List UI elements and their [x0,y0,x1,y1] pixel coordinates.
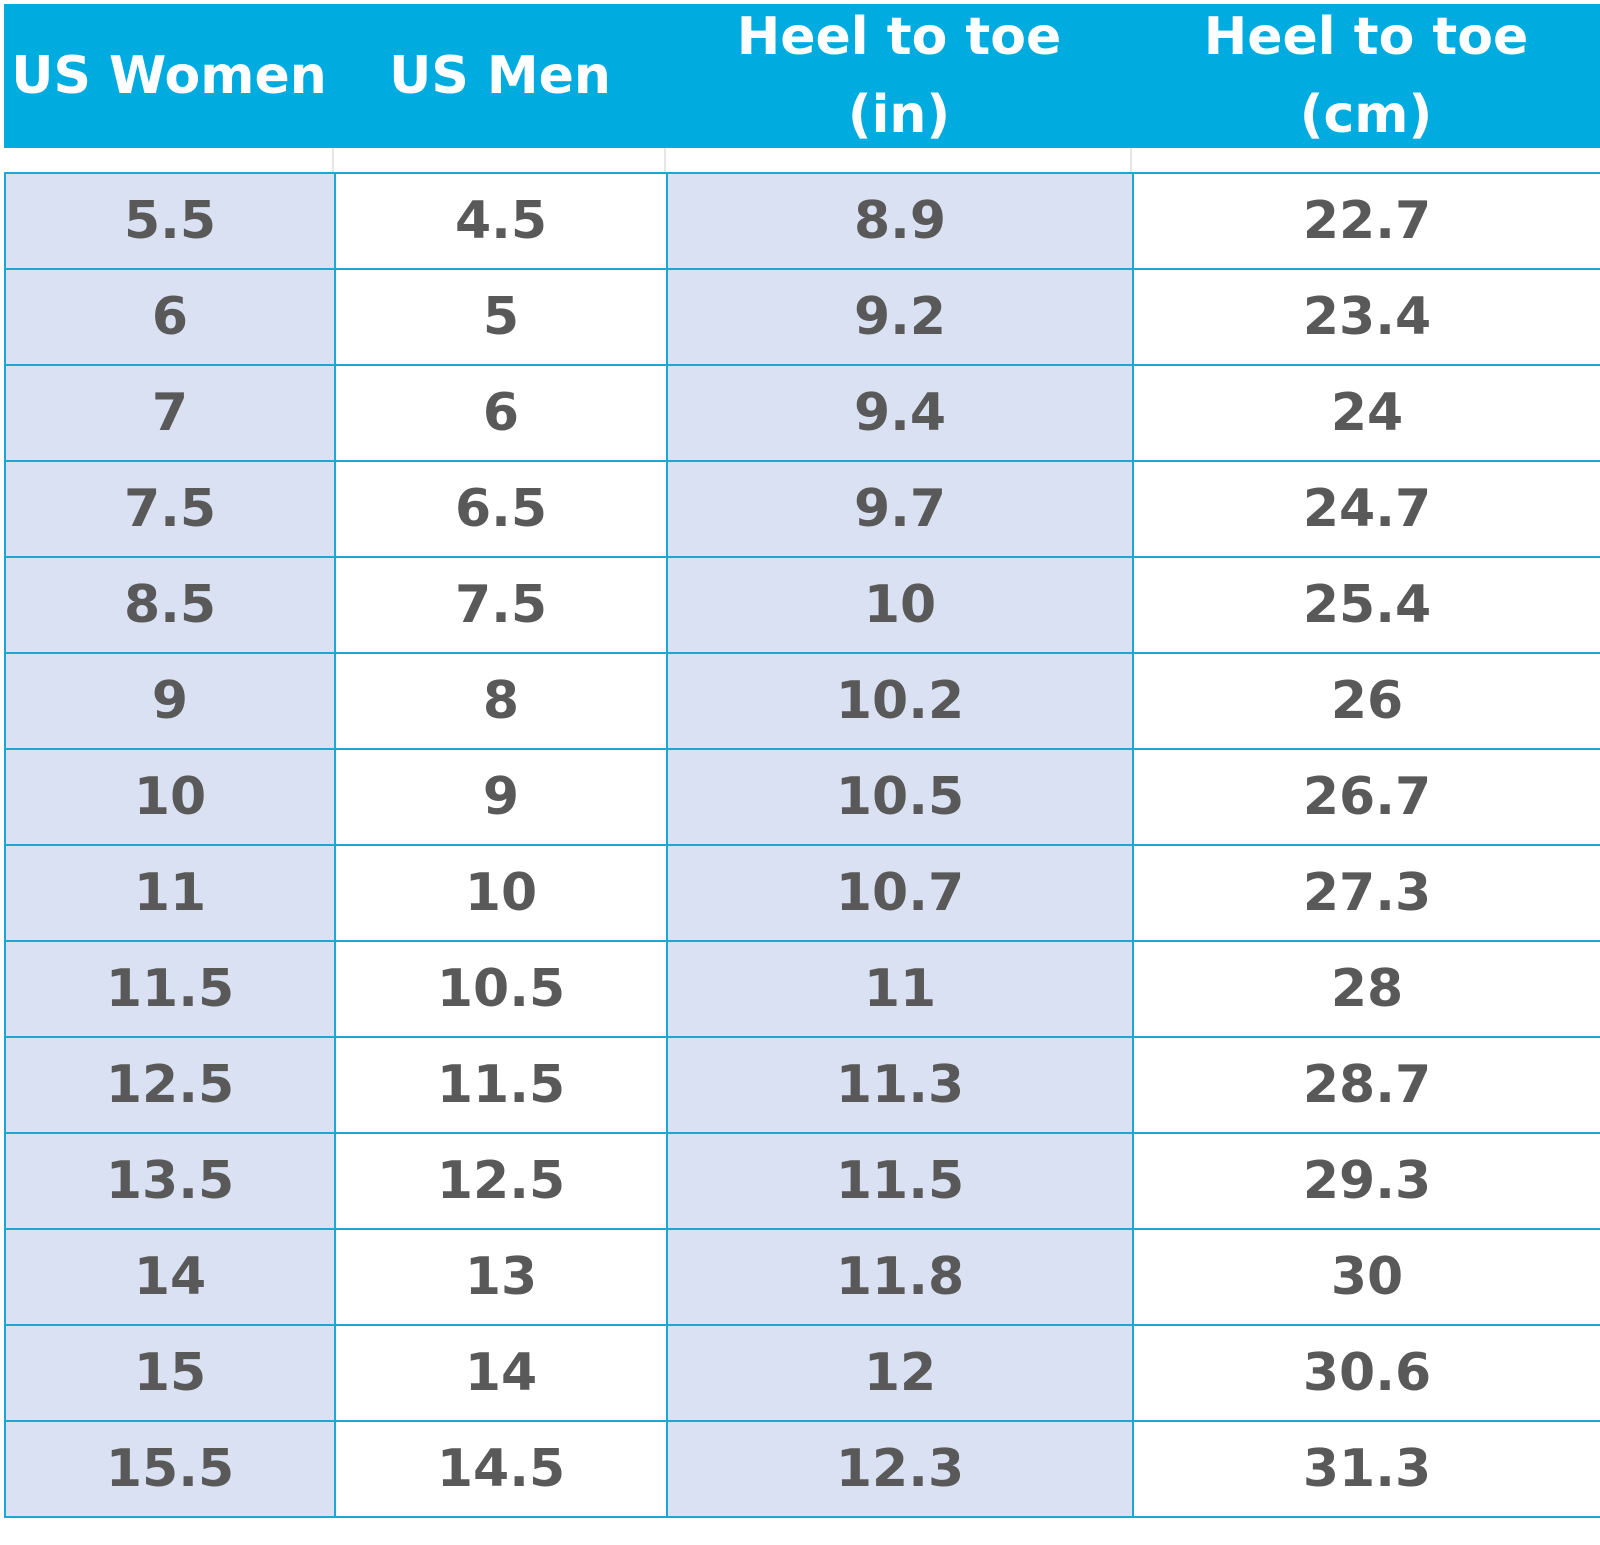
cell-heel-to-toe-cm: 24 [1132,364,1600,462]
cell-heel-to-toe-in: 12 [666,1324,1134,1422]
table-row: 15 14 12 30.6 [4,1324,1600,1422]
cell-heel-to-toe-cm: 23.4 [1132,268,1600,366]
cell-us-women: 9 [4,652,336,750]
size-table-body: 5.5 4.5 8.9 22.7 6 5 9.2 23.4 7 6 9.4 24 7.5 6.5 9.7 24… [4,172,1600,1518]
spacer-cell [1132,148,1600,172]
spacer-cell [334,148,666,172]
header-us-men: US Men [389,46,611,106]
table-row: 7.5 6.5 9.7 24.7 [4,460,1600,558]
cell-us-women: 7 [4,364,336,462]
cell-heel-to-toe-cm: 24.7 [1132,460,1600,558]
cell-heel-to-toe-cm: 30 [1132,1228,1600,1326]
table-row: 9 8 10.2 26 [4,652,1600,750]
cell-heel-to-toe-in: 10.2 [666,652,1134,750]
cell-us-women: 13.5 [4,1132,336,1230]
header-heel-to-toe-in: Heel to toe (in) [736,7,1062,145]
cell-heel-to-toe-cm: 27.3 [1132,844,1600,942]
cell-us-women: 14 [4,1228,336,1326]
cell-us-men: 12.5 [334,1132,668,1230]
cell-heel-to-toe-in: 9.4 [666,364,1134,462]
cell-heel-to-toe-cm: 22.7 [1132,172,1600,270]
table-row: 7 6 9.4 24 [4,364,1600,462]
cell-us-men: 8 [334,652,668,750]
table-row: 11.5 10.5 11 28 [4,940,1600,1038]
cell-heel-to-toe-cm: 30.6 [1132,1324,1600,1422]
cell-us-men: 6.5 [334,460,668,558]
table-row: 5.5 4.5 8.9 22.7 [4,172,1600,270]
cell-us-women: 10 [4,748,336,846]
cell-heel-to-toe-in: 11.3 [666,1036,1134,1134]
cell-heel-to-toe-in: 10.7 [666,844,1134,942]
cell-us-women: 11 [4,844,336,942]
cell-us-men: 5 [334,268,668,366]
cell-heel-to-toe-in: 12.3 [666,1420,1134,1518]
cell-heel-to-toe-in: 9.2 [666,268,1134,366]
cell-us-men: 14 [334,1324,668,1422]
cell-heel-to-toe-in: 9.7 [666,460,1134,558]
cell-us-men: 14.5 [334,1420,668,1518]
cell-heel-to-toe-cm: 29.3 [1132,1132,1600,1230]
cell-heel-to-toe-cm: 26 [1132,652,1600,750]
cell-us-men: 10 [334,844,668,942]
spacer-cell [666,148,1132,172]
cell-heel-to-toe-cm: 25.4 [1132,556,1600,654]
cell-us-women: 15 [4,1324,336,1422]
cell-heel-to-toe-in: 10.5 [666,748,1134,846]
cell-us-women: 12.5 [4,1036,336,1134]
cell-us-women: 11.5 [4,940,336,1038]
header-us-women: US Women [11,46,327,106]
cell-us-women: 5.5 [4,172,336,270]
cell-heel-to-toe-cm: 28 [1132,940,1600,1038]
cell-us-men: 6 [334,364,668,462]
cell-heel-to-toe-in: 11 [666,940,1134,1038]
cell-heel-to-toe-in: 11.5 [666,1132,1134,1230]
cell-heel-to-toe-in: 11.8 [666,1228,1134,1326]
spacer-cell [4,148,334,172]
cell-us-men: 7.5 [334,556,668,654]
cell-heel-to-toe-in: 8.9 [666,172,1134,270]
table-rows: 5.5 4.5 8.9 22.7 6 5 9.2 23.4 7 6 9.4 24 7.5 6.5 9.7 24… [4,172,1600,1518]
cell-us-women: 8.5 [4,556,336,654]
header-heel-to-toe-cm: Heel to toe (cm) [1203,7,1529,145]
cell-us-men: 11.5 [334,1036,668,1134]
cell-us-men: 13 [334,1228,668,1326]
cell-heel-to-toe-in: 10 [666,556,1134,654]
cell-us-men: 9 [334,748,668,846]
table-row: 14 13 11.8 30 [4,1228,1600,1326]
cell-us-women: 7.5 [4,460,336,558]
table-header: US Women US Men Heel to toe (in) Heel to… [4,4,1600,148]
table-row: 12.5 11.5 11.3 28.7 [4,1036,1600,1134]
table-row: 8.5 7.5 10 25.4 [4,556,1600,654]
cell-us-men: 10.5 [334,940,668,1038]
cell-heel-to-toe-cm: 28.7 [1132,1036,1600,1134]
table-row: 15.5 14.5 12.3 31.3 [4,1420,1600,1518]
cell-heel-to-toe-cm: 31.3 [1132,1420,1600,1518]
table-row: 10 9 10.5 26.7 [4,748,1600,846]
cell-us-women: 15.5 [4,1420,336,1518]
table-row: 11 10 10.7 27.3 [4,844,1600,942]
cell-us-men: 4.5 [334,172,668,270]
header-spacer [4,148,1600,172]
table-row: 6 5 9.2 23.4 [4,268,1600,366]
cell-us-women: 6 [4,268,336,366]
cell-heel-to-toe-cm: 26.7 [1132,748,1600,846]
table-row: 13.5 12.5 11.5 29.3 [4,1132,1600,1230]
